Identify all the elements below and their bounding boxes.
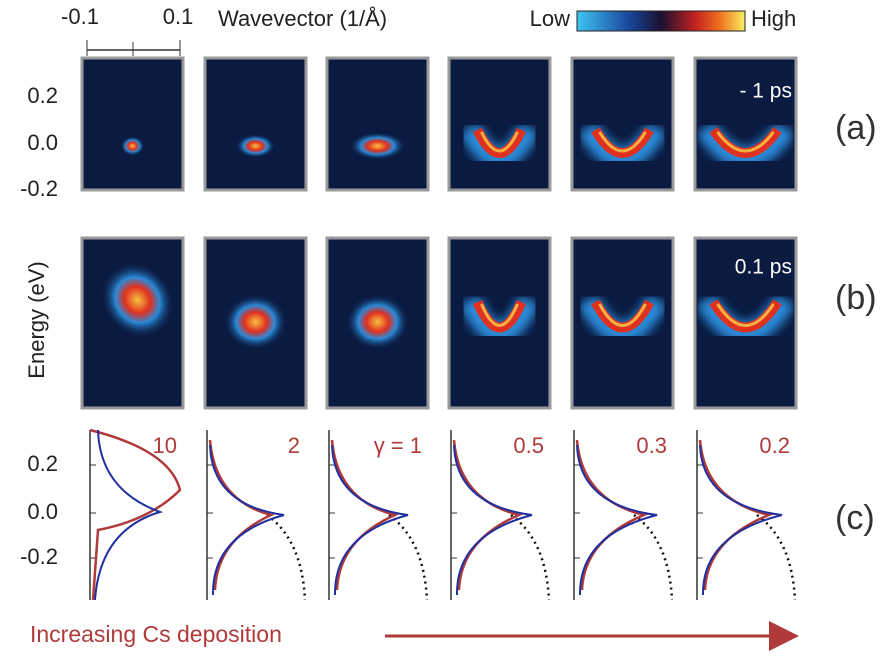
colorbar-high: High [751,6,796,31]
gamma-label: 0.2 [759,433,790,458]
dispersion-core [716,131,775,153]
dispersion-core [598,131,647,153]
gamma-label: 2 [288,433,300,458]
edc-red [89,428,182,601]
y-axis-title: Energy (eV) [24,261,49,378]
y-tick: 0.2 [27,83,58,108]
dispersion [591,299,654,333]
colorbar [576,10,746,32]
top-tick: -0.1 [61,4,99,29]
dispersion [472,127,527,158]
y-tick: -0.2 [20,176,58,201]
arpes-panel [570,56,675,192]
dotted-curve [266,513,307,601]
panel-label: (c) [835,499,875,537]
arpes-panel [80,56,185,192]
dotted-curve [633,513,674,601]
edc-blue [331,444,409,596]
edc-red [698,439,774,591]
panel-label: (b) [835,279,877,317]
gamma-label: 0.3 [636,433,667,458]
top-axis-title: Wavevector (1/Å) [218,6,387,31]
y-tick: 0.0 [27,499,58,524]
edc-blue [94,429,164,601]
colorbar-low: Low [530,6,570,31]
dotted-curve [388,513,429,601]
dotted-curve [756,513,797,601]
dispersion-core [716,303,775,327]
spectral-blob [223,294,288,350]
footer: Increasing Cs deposition [30,621,282,647]
y-tick: 0.0 [27,130,58,155]
spectral-blob [349,132,406,160]
edc-red [208,439,275,591]
spectral-blob [235,134,276,158]
dispersion [591,127,654,158]
dispersion [472,299,527,333]
arpes-panel [447,236,552,410]
time-label: - 1 ps [739,80,792,103]
panel-label: (a) [835,109,877,147]
edc-blue [699,444,783,596]
edc-blue [453,444,533,596]
gamma-label: γ = 1 [374,433,422,458]
edc-red [452,439,523,591]
dispersion-core [480,131,519,153]
arpes-panel [447,56,552,192]
edc-red [575,439,649,591]
time-label: 0.1 ps [735,256,792,279]
spectral-blob [120,136,145,156]
spectral-blob [100,261,175,339]
top-tick: 0.1 [163,4,194,29]
edc-blue [209,444,285,596]
gamma-label: 10 [153,433,177,458]
edc-red [330,439,399,591]
dotted-curve [510,513,551,601]
y-tick: 0.2 [27,451,58,476]
dispersion-core [480,303,519,327]
arpes-panel [693,56,798,192]
edc-blue [576,444,658,596]
y-tick: -0.2 [20,544,58,569]
arpes-panel [203,56,308,192]
dispersion-core [598,303,647,327]
dispersion [709,127,782,158]
spectral-blob [345,294,410,350]
gamma-label: 0.5 [513,433,544,458]
arpes-panel [325,56,430,192]
dispersion [709,299,782,333]
